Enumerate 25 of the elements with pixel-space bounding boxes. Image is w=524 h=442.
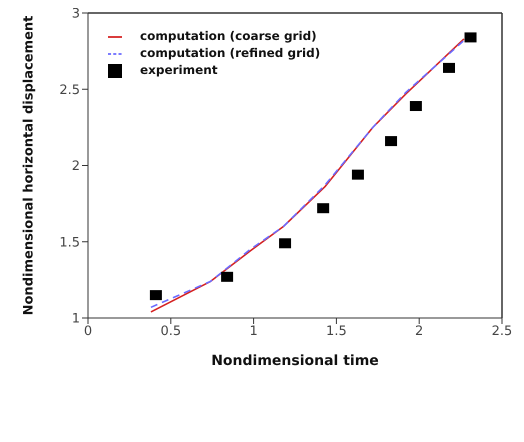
- x-tick-label: 0: [84, 324, 92, 340]
- point: [464, 32, 477, 42]
- x-axis-title: Nondimensional time: [211, 353, 379, 369]
- point: [410, 101, 422, 112]
- y-tick-label: 3: [72, 6, 80, 22]
- y-tick-label: 2: [72, 159, 80, 174]
- point: [352, 170, 364, 180]
- point: [279, 238, 292, 248]
- point: [385, 136, 398, 146]
- legend-label: computation (coarse grid): [140, 29, 317, 43]
- point: [443, 62, 456, 73]
- point: [317, 203, 330, 214]
- y-tick-label: 2.5: [59, 82, 80, 98]
- point: [150, 290, 162, 300]
- x-tick-label: 2: [415, 324, 424, 340]
- legend-label: computation (refined grid): [140, 46, 320, 60]
- x-tick-label: 1.5: [326, 324, 347, 340]
- y-axis-title: Nondimensional horizontal displacement: [22, 16, 37, 316]
- y-tick-label: 1.5: [59, 235, 80, 250]
- y-tick-label: 1: [72, 312, 80, 327]
- x-tick-label: 0.5: [160, 324, 182, 340]
- legend-label: experiment: [140, 63, 218, 77]
- x-tick-label: 2.5: [492, 324, 512, 340]
- point: [221, 272, 234, 282]
- x-tick-label: 1: [249, 324, 258, 340]
